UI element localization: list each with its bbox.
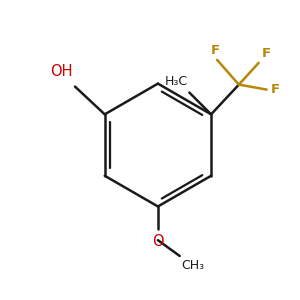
Text: O: O [152,234,164,249]
Text: F: F [262,47,271,60]
Text: F: F [271,83,280,96]
Text: CH₃: CH₃ [182,259,205,272]
Text: H₃C: H₃C [165,75,188,88]
Text: F: F [211,44,220,57]
Text: OH: OH [50,64,73,79]
